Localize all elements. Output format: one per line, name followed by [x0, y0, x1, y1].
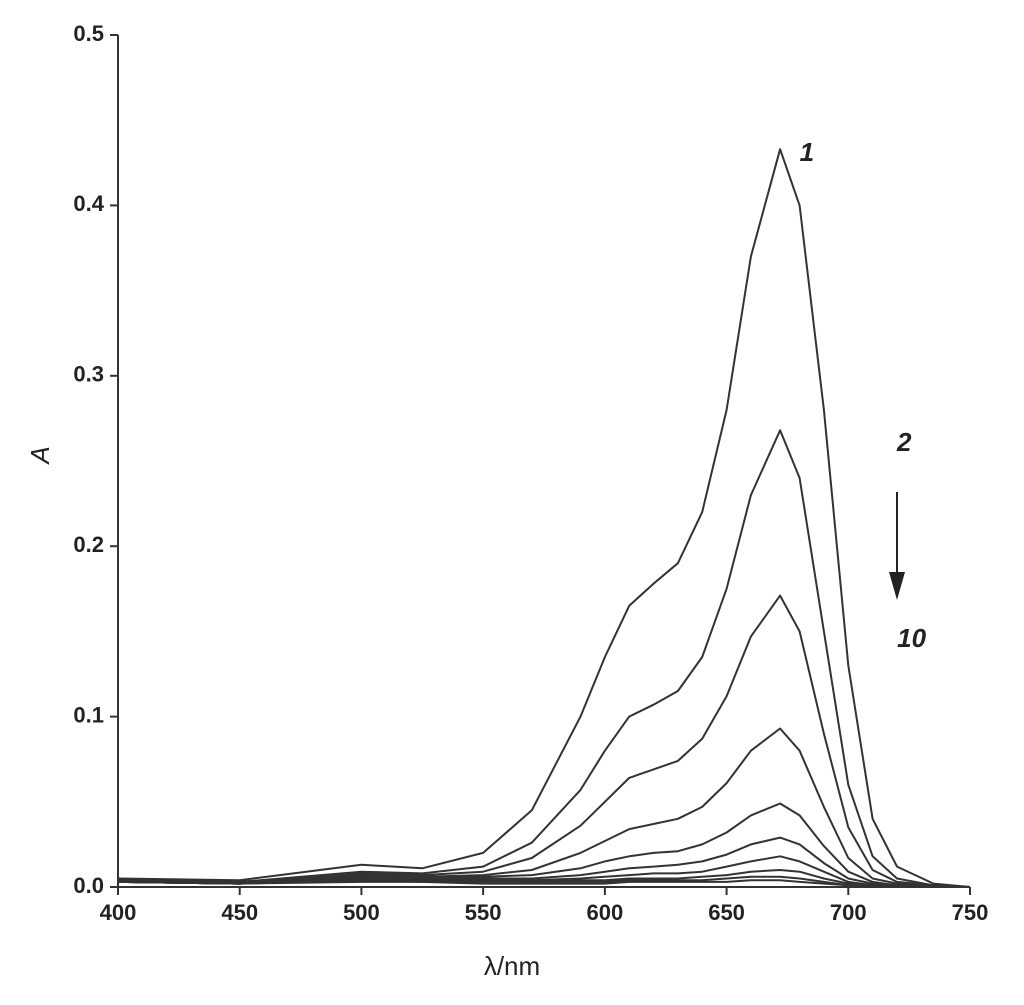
- x-tick-label: 500: [343, 900, 380, 925]
- spectrum-line: [117, 429, 971, 888]
- spectrum-line: [117, 836, 970, 888]
- x-tick-label: 550: [465, 900, 502, 925]
- y-tick-label: 0.4: [73, 191, 104, 216]
- y-tick-label: 0.2: [73, 532, 104, 557]
- x-tick-label: 450: [221, 900, 258, 925]
- spectrum-line: [117, 148, 971, 888]
- x-tick-label: 700: [830, 900, 867, 925]
- x-tick-label: 400: [100, 900, 137, 925]
- y-tick-label: 0.5: [73, 21, 104, 46]
- x-tick-label: 650: [708, 900, 745, 925]
- spectrum-line: [117, 879, 970, 888]
- annotation: 10: [897, 623, 926, 653]
- annotation: 1: [800, 137, 814, 167]
- spectrum-line: [117, 594, 971, 888]
- y-axis-label: A: [25, 446, 55, 465]
- x-axis-label: λ/nm: [484, 951, 540, 981]
- arrow-head: [889, 572, 905, 600]
- y-tick-label: 0.0: [73, 873, 104, 898]
- x-tick-label: 750: [952, 900, 989, 925]
- y-tick-label: 0.1: [73, 702, 104, 727]
- spectrum-line: [117, 727, 970, 888]
- spectrum-line: [117, 869, 970, 888]
- x-tick-label: 600: [586, 900, 623, 925]
- y-tick-label: 0.3: [73, 362, 104, 387]
- annotation: 2: [896, 427, 912, 457]
